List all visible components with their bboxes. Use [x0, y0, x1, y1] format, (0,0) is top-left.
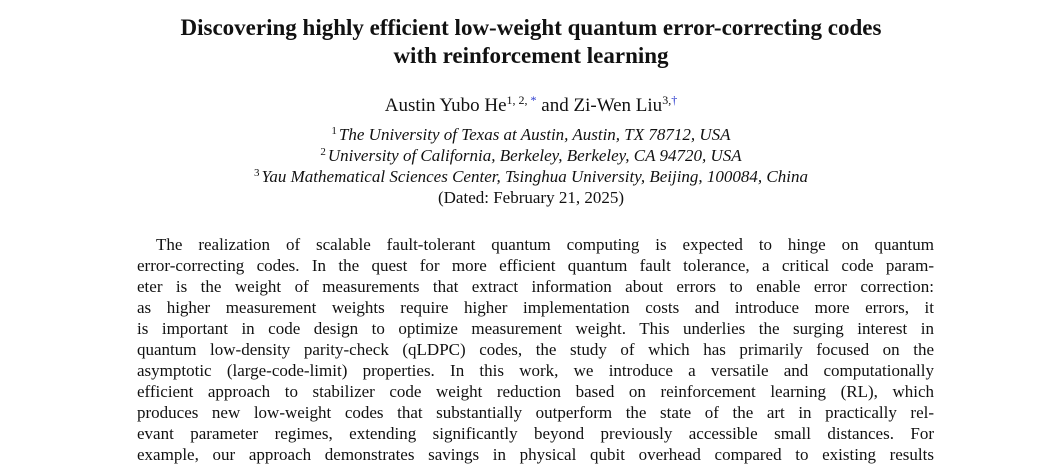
author-affil-refs: 3,†: [662, 93, 678, 107]
abstract-line: is important in code design to optimize …: [137, 319, 934, 338]
affiliation: 2 University of California, Berkeley, Ber…: [320, 146, 742, 165]
abstract-line: quantum low-density parity-check (qLDPC)…: [137, 340, 934, 359]
abstract-line: example, our approach demonstrates savin…: [137, 445, 934, 464]
abstract-line: eter is the weight of measurements that …: [137, 277, 934, 296]
abstract-line: The realization of scalable fault-tolera…: [156, 235, 934, 254]
affiliation: 1 The University of Texas at Austin, Aust…: [331, 125, 731, 144]
author-footnote-link[interactable]: *: [530, 93, 537, 107]
author-name: Austin Yubo He: [384, 95, 507, 116]
title-line-1: Discovering highly efficient low-weight …: [180, 15, 882, 40]
author-affil-refs: 1, 2, *: [506, 93, 537, 107]
affiliations: 1 The University of Texas at Austin, Aust…: [0, 124, 1062, 208]
abstract-line: efficient approach to stabilizer code we…: [137, 382, 934, 401]
affiliation: 3 Yau Mathematical Sciences Center, Tsing…: [254, 167, 808, 186]
author-list: Austin Yubo He1, 2, * and Zi-Wen Liu3,†: [0, 93, 1062, 117]
author-footnote-link[interactable]: †: [671, 93, 678, 107]
author-name: Zi-Wen Liu: [573, 95, 663, 116]
abstract-line: as higher measurement weights require hi…: [137, 298, 934, 317]
abstract: The realization of scalable fault-tolera…: [137, 234, 934, 465]
dated-line: (Dated: February 21, 2025): [437, 188, 624, 207]
abstract-line: asymptotic (large-code-limit) properties…: [137, 361, 934, 380]
abstract-line: error-correcting codes. In the quest for…: [137, 256, 934, 275]
abstract-line: evant parameter regimes, extending signi…: [137, 424, 934, 443]
title-line-2: with reinforcement learning: [393, 43, 669, 68]
author-separator: and: [541, 95, 569, 116]
paper-title: Discovering highly efficient low-weight …: [0, 14, 1062, 70]
abstract-line: produces new low-weight codes that subst…: [137, 403, 934, 422]
